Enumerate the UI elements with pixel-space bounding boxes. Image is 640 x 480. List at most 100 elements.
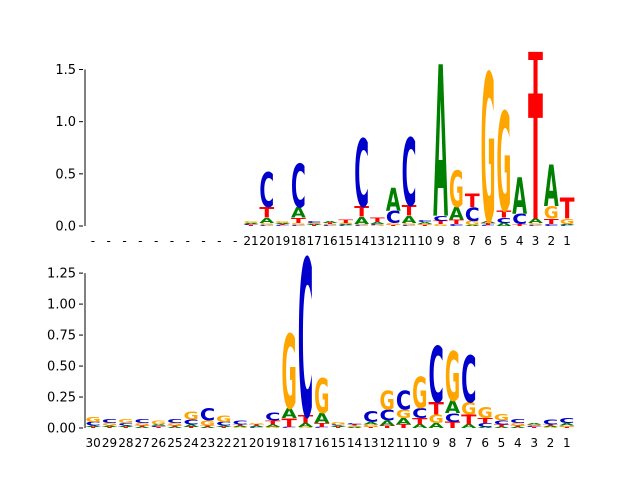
- y-tick-label: 0.25: [47, 391, 76, 406]
- position-label: -: [91, 234, 95, 248]
- logo-letter-g: G: [496, 84, 511, 242]
- position-label: 13: [363, 436, 378, 450]
- position-label: 18: [291, 234, 306, 248]
- logo-letter-t: T: [200, 425, 216, 427]
- logo-letter-a: A: [396, 416, 412, 426]
- logo-letter-a: A: [543, 425, 558, 427]
- logo-letter-g: G: [314, 368, 329, 425]
- logo-letter-t: T: [481, 222, 496, 225]
- logo-letter-t: T: [543, 424, 559, 426]
- logo-letter-t: T: [134, 425, 150, 427]
- logo-letter-g: G: [331, 421, 346, 425]
- logo-letter-a: A: [298, 423, 314, 429]
- logo-letter-g: G: [445, 338, 460, 417]
- logo-letter-a: A: [184, 424, 199, 428]
- position-label: 29: [102, 436, 117, 450]
- logo-letter-t: T: [526, 426, 542, 428]
- logo-letter-t: T: [291, 216, 306, 224]
- logo-letter-g: G: [167, 423, 182, 427]
- logo-letter-a: A: [494, 427, 509, 429]
- logo-letter-c: C: [560, 225, 575, 227]
- logo-letter-c: C: [102, 418, 117, 424]
- logo-letter-c: C: [151, 425, 166, 427]
- logo-letter-c: C: [184, 418, 199, 426]
- y-tick-label: 1.00: [47, 298, 76, 313]
- logo-letter-c: C: [167, 418, 182, 424]
- logo-letter-c: C: [528, 225, 543, 227]
- position-label: 26: [151, 436, 166, 450]
- logo-letter-g: G: [526, 424, 541, 426]
- logo-letter-a: A: [331, 425, 346, 427]
- position-label: 5: [500, 234, 508, 248]
- logo-letter-g: G: [560, 218, 575, 226]
- position-label: 15: [338, 234, 353, 248]
- logo-letter-g: G: [259, 223, 274, 226]
- logo-letter-a: A: [433, 23, 448, 265]
- y-tick-label: 0.75: [47, 329, 76, 344]
- logo-letter-g: G: [412, 369, 427, 418]
- logo-letter-a: A: [244, 223, 260, 225]
- logo-letter-t: T: [386, 225, 402, 227]
- logo-letter-c: C: [323, 225, 338, 227]
- logo-letter-g: G: [402, 223, 417, 226]
- logo-letter-g: G: [291, 223, 306, 226]
- logo-letter-g: G: [118, 419, 133, 425]
- y-tick-label: 0.5: [55, 167, 76, 182]
- logo-letter-g: G: [151, 420, 166, 426]
- logo-letter-a: A: [233, 425, 248, 427]
- position-label: 27: [135, 436, 150, 450]
- logo-letter-t: T: [102, 426, 118, 428]
- logo-letter-c: C: [412, 407, 427, 422]
- logo-letter-g: G: [86, 416, 101, 424]
- logo-letter-c: C: [481, 225, 496, 227]
- position-label: 6: [484, 234, 492, 248]
- position-label: 21: [233, 436, 248, 450]
- logo-letter-c: C: [370, 224, 385, 226]
- logo-letter-a: A: [275, 223, 291, 225]
- logo-letter-a: A: [307, 224, 323, 226]
- logo-letter-a: A: [429, 422, 445, 430]
- y-tick-label: 0.0: [55, 220, 76, 235]
- logo-letter-c: C: [510, 418, 525, 424]
- logo-letter-a: A: [449, 205, 464, 225]
- position-label: 1: [563, 436, 571, 450]
- y-tick-label: 1.5: [55, 63, 76, 78]
- logo-letter-t: T: [249, 424, 265, 426]
- logo-letter-a: A: [200, 427, 215, 429]
- logo-letter-g: G: [543, 427, 558, 429]
- logo-letter-t: T: [265, 420, 282, 426]
- logo-letter-g: G: [370, 225, 385, 227]
- position-label: 12: [380, 436, 395, 450]
- logo-letter-t: T: [323, 223, 339, 225]
- logo-letter-c: C: [402, 119, 417, 227]
- logo-letter-a: A: [118, 425, 133, 427]
- position-label: 2: [547, 234, 555, 248]
- logo-letter-a: A: [478, 427, 493, 429]
- logo-letter-a: A: [496, 222, 511, 227]
- logo-letter-a: A: [338, 224, 354, 226]
- logo-letter-a: A: [481, 220, 496, 223]
- logo-letter-t: T: [183, 426, 199, 428]
- logo-letter-t: T: [396, 423, 413, 429]
- logo-letter-c: C: [282, 427, 297, 429]
- position-label: 19: [265, 436, 280, 450]
- logo-letter-g: G: [216, 415, 231, 424]
- logo-letter-g: G: [481, 33, 496, 270]
- position-label: 4: [516, 234, 524, 248]
- logo-letter-t: T: [461, 413, 477, 428]
- logo-letter-c: C: [331, 424, 346, 426]
- logo-letter-c: C: [544, 224, 559, 227]
- logo-letter-t: T: [354, 204, 369, 220]
- logo-letter-c: C: [347, 423, 362, 425]
- position-label: 10: [417, 234, 432, 248]
- logo-letter-c: C: [512, 212, 527, 228]
- logo-letter-c: C: [259, 225, 274, 227]
- logo-letter-g: G: [494, 414, 509, 423]
- logo-letter-t: T: [338, 219, 353, 224]
- logo-letter-a: A: [314, 411, 330, 427]
- logo-letter-c: C: [429, 332, 444, 421]
- logo-letter-t: T: [298, 414, 313, 426]
- logo-letter-t: T: [151, 426, 167, 428]
- logo-letter-c: C: [449, 224, 464, 227]
- logo-letter-a: A: [354, 215, 369, 227]
